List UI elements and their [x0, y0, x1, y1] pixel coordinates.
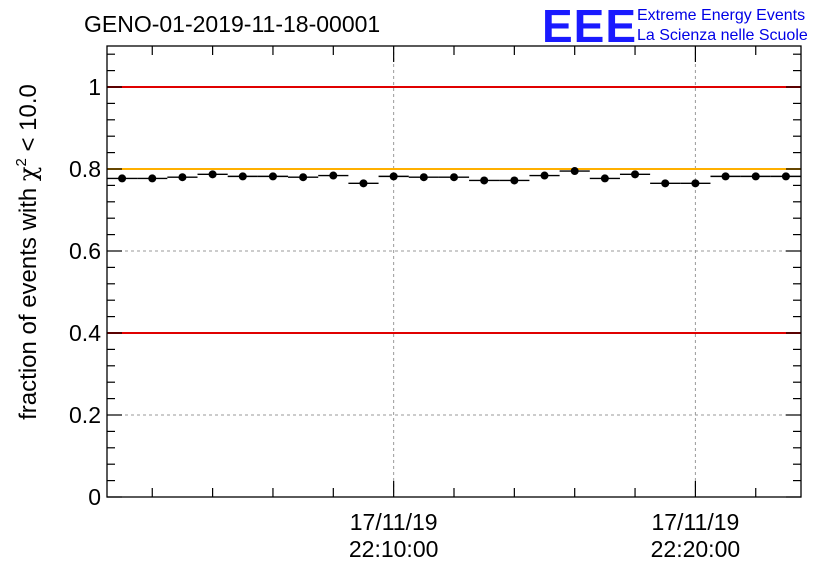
data-point-14	[540, 171, 549, 180]
chart-title: GENO-01-2019-11-18-00001	[84, 11, 380, 37]
x-tick-date-0: 17/11/19	[350, 509, 438, 535]
data-point-20	[721, 172, 730, 181]
data-point-19	[691, 179, 700, 188]
data-point-5	[268, 172, 277, 181]
data-point-15	[570, 167, 579, 176]
y-tick-label-3: 0.6	[69, 238, 101, 264]
data-point-4	[238, 172, 247, 181]
y-tick-label-2: 0.4	[69, 320, 101, 346]
plot-frame	[106, 45, 802, 498]
data-point-21	[751, 172, 760, 181]
eee-logo: EEE Extreme Energy Events La Scienza nel…	[542, 0, 808, 52]
x-tick-time-0: 22:10:00	[349, 536, 439, 562]
tick-labels: 00.20.40.60.8117/11/1922:10:0017/11/1922…	[69, 74, 740, 562]
y-tick-label-0: 0	[88, 484, 101, 510]
data-point-7	[329, 171, 338, 180]
logo-text: EEE	[542, 0, 637, 52]
data-point-16	[600, 174, 609, 183]
y-axis-label-chi: χ	[14, 166, 42, 181]
data-point-17	[631, 170, 640, 179]
logo-line-2: La Scienza nelle Scuole	[637, 27, 808, 44]
data-point-8	[359, 179, 368, 188]
y-axis-label: fraction of events with χ2 < 10.0	[13, 84, 42, 420]
grid-lines	[107, 46, 801, 497]
y-axis-label-suffix: < 10.0	[15, 84, 42, 158]
y-tick-label-5: 1	[88, 74, 101, 100]
y-axis-label-prefix: fraction of events with	[15, 181, 42, 420]
y-tick-label-4: 0.8	[69, 156, 101, 182]
reference-lines	[107, 86, 801, 334]
x-tick-date-1: 17/11/19	[651, 509, 739, 535]
data-point-6	[299, 173, 308, 182]
y-tick-label-1: 0.2	[69, 402, 101, 428]
logo-line-1: Extreme Energy Events	[637, 7, 805, 24]
x-tick-time-1: 22:20:00	[651, 536, 741, 562]
data-point-1	[148, 174, 157, 183]
data-point-22	[781, 172, 790, 181]
data-point-18	[661, 179, 670, 188]
data-point-12	[480, 176, 489, 185]
data-point-9	[389, 172, 398, 181]
axes	[106, 45, 802, 498]
y-axis-label-sup: 2	[13, 158, 30, 166]
data-points	[107, 167, 801, 188]
data-point-3	[208, 170, 217, 179]
data-point-13	[510, 176, 519, 185]
data-point-0	[118, 174, 127, 183]
data-point-2	[178, 173, 187, 182]
data-point-11	[450, 173, 458, 182]
data-point-10	[419, 173, 428, 182]
